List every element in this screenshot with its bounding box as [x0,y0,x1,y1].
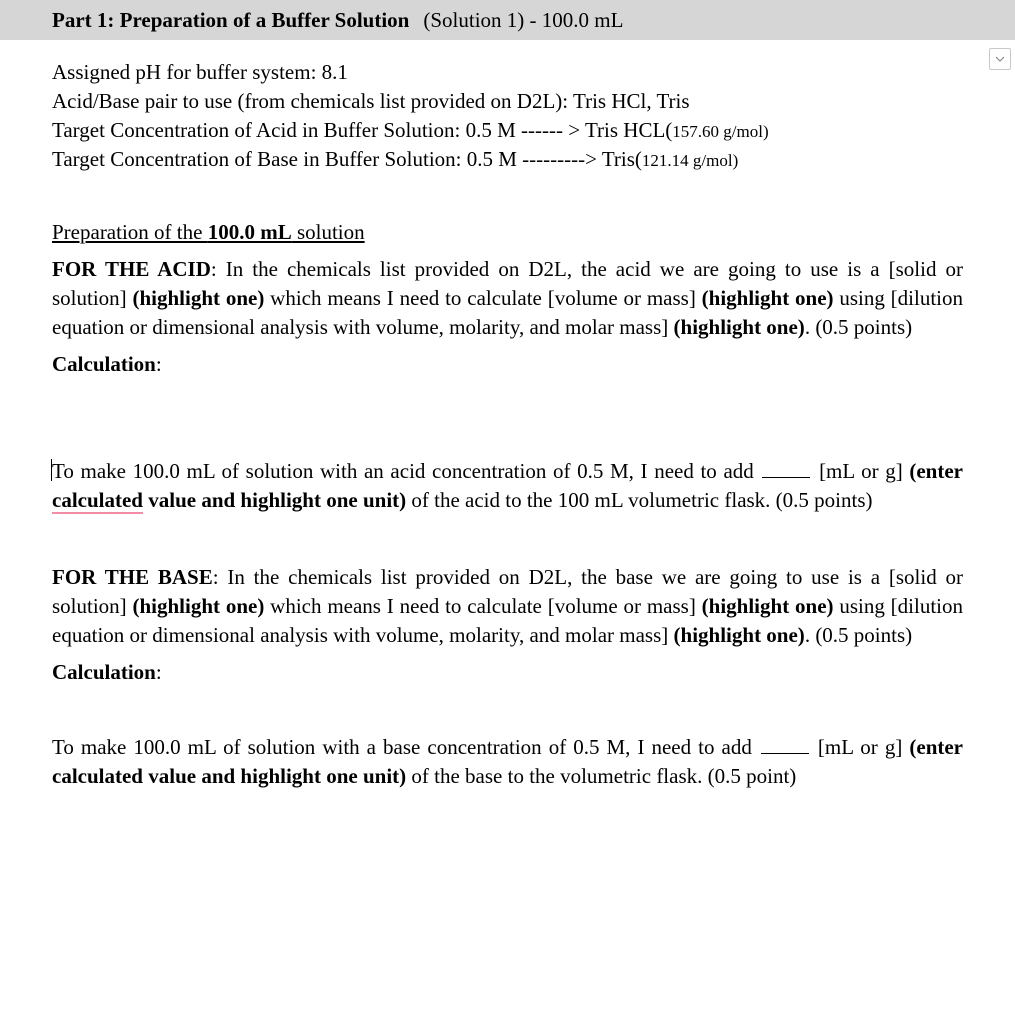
acid-p2d: value and highlight one unit) [143,488,406,512]
section-title-rest: (Solution 1) - 100.0 mL [423,8,623,33]
info-pair: Acid/Base pair to use (from chemicals li… [52,89,963,114]
info-acid-conc: Target Concentration of Acid in Buffer S… [52,118,963,143]
info-acid-mw: 157.60 g/mol) [672,122,768,141]
info-ph: Assigned pH for buffer system: 8.1 [52,60,963,85]
acid-p2a: To make 100.0 mL of solution with an aci… [52,459,760,483]
acid-blank-field[interactable] [762,477,810,478]
acid-paragraph: FOR THE ACID: In the chemicals list prov… [52,255,963,342]
acid-calc-bold: Calculation [52,352,156,376]
prep-bold: 100.0 mL [208,220,292,244]
acid-p2c-spell: calculated [52,488,143,514]
section-title-bold: Part 1: Preparation of a Buffer Solution [52,8,409,33]
base-hl1: (highlight one) [133,594,265,618]
prep-post: solution [292,220,365,244]
info-base-conc: Target Concentration of Base in Buffer S… [52,147,963,172]
base-result-paragraph: To make 100.0 mL of solution with a base… [52,733,963,791]
acid-result-paragraph: To make 100.0 mL of solution with an aci… [52,457,963,515]
base-hl2: (highlight one) [702,594,834,618]
acid-p1g: . (0.5 points) [805,315,912,339]
base-calc-bold: Calculation [52,660,156,684]
acid-p2b: [mL or g] [812,459,909,483]
prep-heading: Preparation of the 100.0 mL solution [52,220,963,245]
info-acid-text: Target Concentration of Acid in Buffer S… [52,118,672,142]
base-p2b: [mL or g] [811,735,910,759]
base-p2a: To make 100.0 mL of solution with a base… [52,735,759,759]
info-base-mw: 121.14 g/mol) [642,151,738,170]
acid-hl1: (highlight one) [133,286,265,310]
acid-p1c: which means I need to calculate [volume … [264,286,701,310]
acid-calc-label: Calculation: [52,352,963,377]
prep-pre: Preparation of the [52,220,208,244]
info-block: Assigned pH for buffer system: 8.1 Acid/… [52,60,963,172]
text-cursor [51,459,52,481]
base-lead: FOR THE BASE [52,565,213,589]
acid-hl3: (highlight one) [674,315,805,339]
acid-p2e: of the acid to the 100 mL volumetric fla… [406,488,872,512]
base-hl3: (highlight one) [674,623,805,647]
info-base-text: Target Concentration of Base in Buffer S… [52,147,642,171]
base-calc-label: Calculation: [52,660,963,685]
base-blank-field[interactable] [761,753,809,754]
acid-p2c: (enter [909,459,963,483]
base-p1g: . (0.5 points) [805,623,912,647]
dropdown-button[interactable] [989,48,1011,70]
section-header: Part 1: Preparation of a Buffer Solution… [0,0,1015,40]
acid-lead: FOR THE ACID [52,257,211,281]
base-paragraph: FOR THE BASE: In the chemicals list prov… [52,563,963,650]
base-p2d: of the base to the volumetric flask. (0.… [406,764,796,788]
chevron-down-icon [995,56,1005,62]
base-p1c: which means I need to calculate [volume … [264,594,701,618]
acid-hl2: (highlight one) [702,286,834,310]
